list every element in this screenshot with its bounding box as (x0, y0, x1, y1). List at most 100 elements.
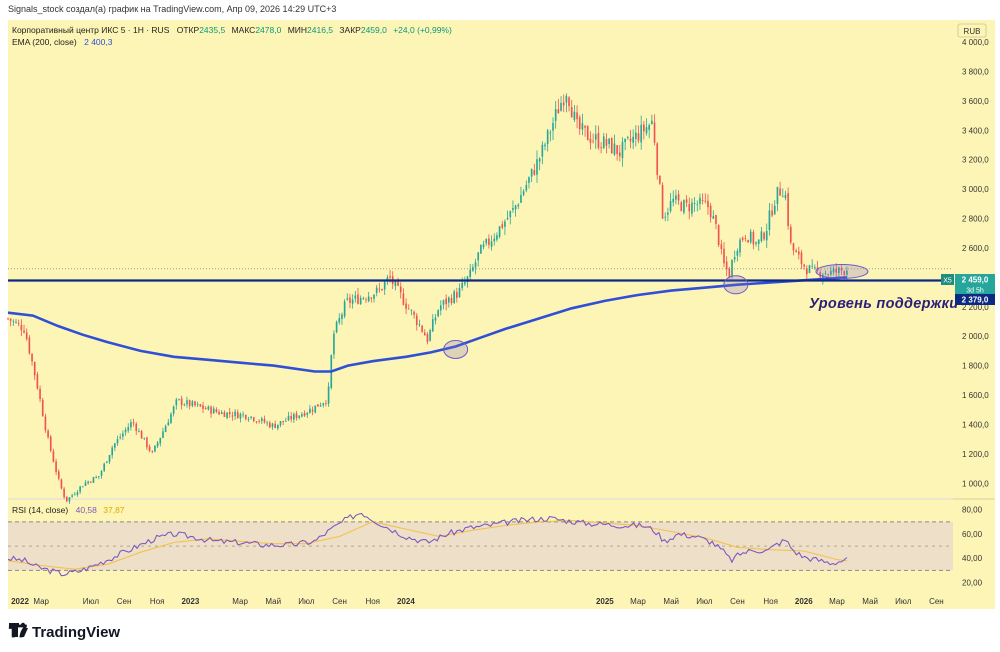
tv-logo-text: TradingView (32, 624, 120, 641)
time-tick-label: Сен (730, 597, 745, 606)
candle-body (429, 330, 431, 341)
candle-body (183, 404, 186, 406)
candle-body (167, 422, 170, 426)
candle-body (512, 208, 514, 211)
candle-body (576, 112, 578, 120)
candle-body (346, 298, 349, 300)
candle-body (733, 257, 736, 260)
currency-box[interactable] (957, 23, 987, 38)
candle-body (501, 224, 504, 228)
candle-body (594, 134, 597, 140)
candle-body (92, 477, 95, 483)
price-change: +24,0 (+0,99%) (393, 25, 452, 35)
candle-body (178, 399, 180, 400)
rsi-ma-value: 37,87 (103, 505, 125, 515)
candle-body (362, 298, 365, 299)
candle-body (840, 267, 843, 271)
candle-body (228, 412, 231, 415)
candle-body (397, 279, 399, 286)
candle-body (624, 138, 626, 142)
candle-body (589, 138, 592, 143)
candle-body (122, 433, 124, 437)
candle-body (266, 422, 268, 424)
candle-body (127, 427, 130, 431)
candle-body (124, 429, 127, 433)
candle-body (787, 193, 789, 227)
candle-body (808, 265, 811, 274)
rsi-label: RSI (14, close) (12, 505, 68, 515)
candle-body (162, 431, 164, 438)
price-tick-label: 3 600,0 (962, 97, 989, 106)
candle-body (28, 337, 31, 354)
candle-body (268, 422, 271, 428)
time-tick-label: 2025 (596, 597, 614, 606)
rsi-axis-ticks: 20,00 40,00 60,00 80,00 (962, 506, 983, 588)
candle-body (405, 303, 407, 309)
candle-body (661, 184, 664, 219)
candle-body (554, 109, 557, 121)
candle-body (15, 321, 17, 323)
candle-body (699, 197, 701, 204)
candle-body (613, 143, 616, 155)
candle-body (170, 413, 172, 423)
candle-body (458, 287, 461, 298)
rsi-tick-label: 40,00 (962, 554, 983, 563)
ema-200-line (7, 276, 847, 373)
candle-body (279, 421, 282, 426)
candle-body (76, 492, 79, 495)
candle-body (573, 111, 576, 120)
candle-body (776, 186, 779, 205)
tradingview-logo[interactable]: 𝟏𝟕 TradingView (8, 622, 120, 641)
candle-body (309, 408, 311, 414)
tv-logo-mark-slash (21, 628, 28, 637)
candle-body (130, 422, 132, 428)
ticker-badge (941, 274, 954, 285)
candle-body (677, 194, 680, 201)
candle-body (755, 242, 757, 244)
rsi-band (8, 521, 953, 571)
candle-body (667, 212, 669, 215)
candle-body (365, 299, 367, 301)
candle-body (669, 201, 672, 212)
candle-body (434, 317, 437, 321)
candle-body (605, 139, 608, 146)
candle-body (20, 324, 23, 331)
candle-body (728, 268, 731, 278)
svg-text:EMA (200, close) 2 400,3: EMA (200, close) 2 400,3 (12, 37, 113, 47)
time-tick-label: 2022 (11, 597, 29, 606)
candle-body (180, 398, 183, 406)
candle-body (303, 413, 306, 416)
candle-body (474, 262, 477, 268)
candle-body (39, 388, 41, 400)
price-tick-label: 1 800,0 (962, 362, 989, 371)
time-tick-label: Мар (232, 597, 248, 606)
candle-body (456, 292, 458, 298)
time-tick-label: Сен (929, 597, 944, 606)
candle-body (175, 399, 178, 406)
candle-body (370, 297, 373, 299)
price-axis-ticks: 1 000,0 1 200,0 1 400,0 1 600,0 1 800,0 2 000… (962, 38, 989, 488)
time-tick-label: Сен (117, 597, 132, 606)
candle-body (196, 403, 199, 405)
candle-body (116, 439, 119, 444)
candle-body (343, 301, 346, 317)
candle-body (707, 200, 709, 208)
attribution-text: Signals_stock создал(а) график на Tradin… (8, 4, 336, 14)
candle-body (55, 461, 57, 473)
candle-body (407, 308, 410, 310)
candle-body (691, 202, 693, 214)
candle-body (423, 332, 426, 336)
time-tick-label: Мар (829, 597, 845, 606)
candle-body (413, 311, 415, 315)
candle-body (520, 195, 522, 203)
price-tick-label: 1 600,0 (962, 391, 989, 400)
candle-body (215, 409, 218, 412)
candle-body (741, 237, 744, 240)
candle-body (421, 325, 423, 332)
candle-body (648, 125, 651, 130)
candle-body (717, 225, 720, 245)
ohlc-close-label: ЗАКР (339, 25, 361, 35)
candle-body (618, 152, 621, 157)
candle-body (525, 185, 528, 191)
price-axis-background (953, 20, 995, 591)
